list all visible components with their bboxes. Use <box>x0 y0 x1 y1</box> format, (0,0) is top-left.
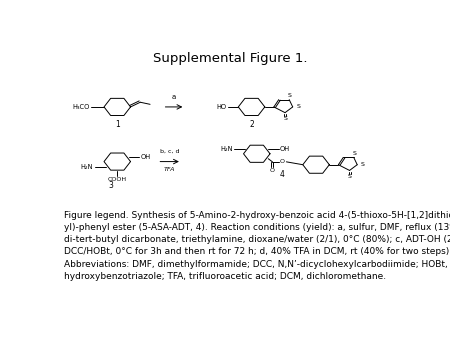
Text: O: O <box>280 159 285 164</box>
Text: 3: 3 <box>108 180 113 190</box>
Text: Supplemental Figure 1.: Supplemental Figure 1. <box>153 52 308 65</box>
Text: 1: 1 <box>115 120 120 129</box>
Text: S: S <box>288 94 292 98</box>
Text: S: S <box>297 104 300 110</box>
Text: 2: 2 <box>249 120 254 129</box>
Text: OH: OH <box>140 154 151 160</box>
Text: HO: HO <box>216 104 227 110</box>
Text: b, c, d: b, c, d <box>160 149 180 154</box>
Text: a: a <box>172 94 176 100</box>
Text: OH: OH <box>280 146 290 152</box>
Text: TFA: TFA <box>164 167 176 172</box>
Text: S: S <box>361 162 365 167</box>
Text: S: S <box>348 174 352 179</box>
Text: 4: 4 <box>280 170 285 179</box>
Text: S: S <box>352 151 356 156</box>
Text: H₂N: H₂N <box>81 164 93 170</box>
Text: S: S <box>284 116 287 121</box>
Text: Figure legend. Synthesis of 5-Amino-2-hydroxy-benzoic acid 4-(5-thioxo-5H-[1,2]d: Figure legend. Synthesis of 5-Amino-2-hy… <box>64 211 450 281</box>
Text: COOH: COOH <box>108 177 127 182</box>
Text: H₃CO: H₃CO <box>72 104 90 110</box>
Text: O: O <box>270 168 275 173</box>
Text: H₂N: H₂N <box>220 146 233 152</box>
